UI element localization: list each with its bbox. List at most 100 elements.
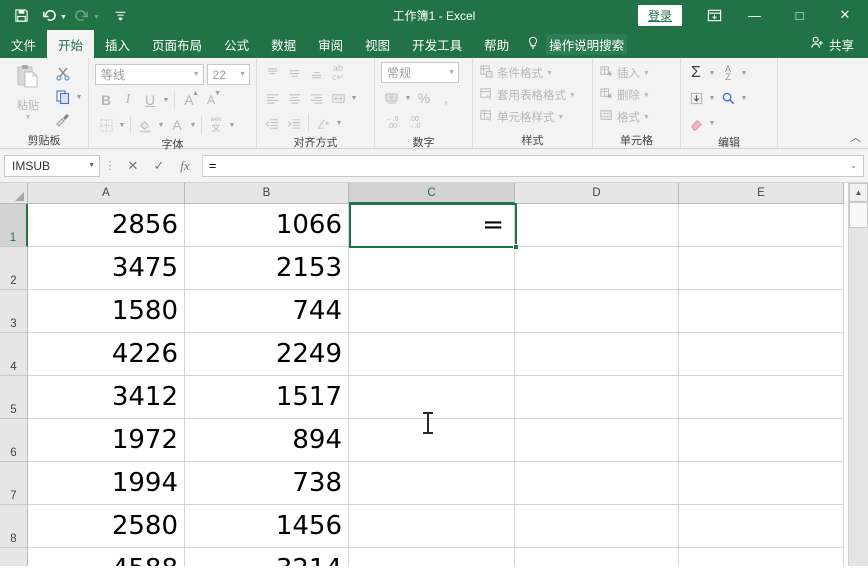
cell-c8[interactable] xyxy=(349,505,515,548)
format-cells-dropdown-icon[interactable]: ▼ xyxy=(643,113,650,121)
expand-formula-bar-icon[interactable]: ⌄ xyxy=(850,161,857,170)
cell-b7[interactable]: 738 xyxy=(185,462,349,505)
bold-button[interactable]: B xyxy=(100,92,112,108)
orientation-dropdown-icon[interactable]: ▼ xyxy=(335,119,343,127)
delete-cells-button[interactable]: 删除 ▼ xyxy=(597,84,676,106)
redo-icon[interactable] xyxy=(69,3,95,27)
sign-in-button[interactable]: 登录 xyxy=(637,4,682,26)
align-bottom-icon[interactable] xyxy=(305,62,327,84)
tell-me-placeholder[interactable]: 操作说明搜索 xyxy=(546,33,628,55)
merge-dropdown-icon[interactable]: ▼ xyxy=(350,94,358,102)
decrease-indent-icon[interactable] xyxy=(261,112,283,134)
tab-home[interactable]: 开始 xyxy=(47,30,95,58)
fill-handle[interactable] xyxy=(513,244,519,250)
align-middle-icon[interactable] xyxy=(283,62,305,84)
increase-decimal-icon[interactable]: ←.0 .00 xyxy=(381,112,403,134)
font-name-dropdown-icon[interactable]: ▼ xyxy=(192,71,200,78)
cell-b3[interactable]: 744 xyxy=(185,290,349,333)
tab-developer[interactable]: 开发工具 xyxy=(412,38,463,53)
format-cells-button[interactable]: 格式 ▼ xyxy=(597,106,676,128)
cell-d4[interactable] xyxy=(515,333,679,376)
cell-a8[interactable]: 2580 xyxy=(28,505,185,548)
cell-a2[interactable]: 3475 xyxy=(28,247,185,290)
select-all-corner[interactable] xyxy=(0,183,28,204)
insert-cells-button[interactable]: 插入 ▼ xyxy=(597,62,676,84)
cell-c1[interactable]: = xyxy=(349,204,515,247)
redo-button[interactable]: ▼ xyxy=(69,3,100,27)
save-icon[interactable] xyxy=(8,3,34,27)
tab-page-layout[interactable]: 页面布局 xyxy=(152,38,203,53)
font-color-button[interactable]: A xyxy=(172,117,182,133)
font-size-dropdown-icon[interactable]: ▼ xyxy=(239,71,246,78)
phonetic-dropdown-icon[interactable]: ▼ xyxy=(228,121,236,129)
phonetic-guide-button[interactable]: wén 文 xyxy=(205,114,227,136)
number-format-dropdown-icon[interactable]: ▼ xyxy=(448,69,455,76)
cell-a9[interactable]: 4588 xyxy=(28,548,185,566)
scrollbar-thumb[interactable] xyxy=(849,202,868,228)
scroll-up-button[interactable]: ▲ xyxy=(849,183,868,202)
accounting-format-icon[interactable] xyxy=(381,87,403,109)
cell-d7[interactable] xyxy=(515,462,679,505)
decrease-decimal-icon[interactable]: .00 →.0 xyxy=(403,112,425,134)
borders-dropdown-icon[interactable]: ▼ xyxy=(118,121,126,129)
cell-b5[interactable]: 1517 xyxy=(185,376,349,419)
cut-button[interactable] xyxy=(52,63,84,85)
cell-e2[interactable] xyxy=(679,247,844,290)
column-header-a[interactable]: A xyxy=(28,183,185,204)
autosum-button[interactable]: Σ xyxy=(691,64,701,81)
wrap-text-button[interactable]: ab c↵ xyxy=(327,62,349,84)
formula-input[interactable]: = ⌄ xyxy=(202,154,864,177)
column-header-e[interactable]: E xyxy=(679,183,844,204)
cell-d5[interactable] xyxy=(515,376,679,419)
vertical-scrollbar[interactable]: ▲ xyxy=(848,183,868,566)
cell-c9[interactable] xyxy=(349,548,515,566)
fill-color-dropdown-icon[interactable]: ▼ xyxy=(157,121,165,129)
cell-b6[interactable]: 894 xyxy=(185,419,349,462)
font-size-combo[interactable]: 22 ▼ xyxy=(206,64,250,85)
copy-button[interactable]: ▼ xyxy=(52,86,84,108)
tell-me-search[interactable]: 操作说明搜索 xyxy=(520,30,633,58)
orientation-icon[interactable] xyxy=(312,112,334,134)
insert-cells-dropdown-icon[interactable]: ▼ xyxy=(643,69,650,77)
column-header-c[interactable]: C xyxy=(349,183,515,204)
fill-color-icon[interactable] xyxy=(134,114,156,136)
cell-a6[interactable]: 1972 xyxy=(28,419,185,462)
conditional-formatting-dropdown-icon[interactable]: ▼ xyxy=(546,69,553,77)
autosum-dropdown-icon[interactable]: ▼ xyxy=(708,69,716,77)
row-header-1[interactable]: 1 xyxy=(0,204,28,247)
format-as-table-button[interactable]: 套用表格格式 ▼ xyxy=(477,84,588,106)
share-button[interactable]: 共享 xyxy=(804,30,868,58)
cell-b1[interactable]: 1066 xyxy=(185,204,349,247)
customize-qat-icon[interactable] xyxy=(108,3,134,27)
clear-dropdown-icon[interactable]: ▼ xyxy=(708,119,716,127)
maximize-button[interactable]: □ xyxy=(795,7,804,23)
cell-c2[interactable] xyxy=(349,247,515,290)
worksheet-grid[interactable]: A B C D E 1 2856 1066 = 2 3475 2153 3 15… xyxy=(0,183,848,566)
copy-dropdown-icon[interactable]: ▼ xyxy=(75,93,83,101)
cell-b4[interactable]: 2249 xyxy=(185,333,349,376)
name-box[interactable]: IMSUB ▼ xyxy=(4,154,100,177)
align-top-icon[interactable] xyxy=(261,62,283,84)
fill-dropdown-icon[interactable]: ▼ xyxy=(708,94,716,102)
row-header-3[interactable]: 3 xyxy=(0,290,28,333)
redo-dropdown-icon[interactable]: ▼ xyxy=(92,13,100,21)
tab-file[interactable]: 文件 xyxy=(11,38,37,53)
cell-e1[interactable] xyxy=(679,204,844,247)
align-right-icon[interactable] xyxy=(305,87,327,109)
cell-d6[interactable] xyxy=(515,419,679,462)
cell-styles-button[interactable]: 单元格样式 ▼ xyxy=(477,106,588,128)
collapse-ribbon-button[interactable]: ︿ xyxy=(850,132,861,144)
sort-filter-icon[interactable]: A Z xyxy=(717,62,739,84)
sort-filter-dropdown-icon[interactable]: ▼ xyxy=(740,69,748,77)
close-button[interactable]: ✕ xyxy=(839,7,851,22)
tab-help[interactable]: 帮助 xyxy=(484,38,510,53)
comma-style-button[interactable]: , xyxy=(444,90,448,106)
cell-b2[interactable]: 2153 xyxy=(185,247,349,290)
paste-dropdown-icon[interactable]: ▼ xyxy=(24,114,32,121)
cell-e9[interactable] xyxy=(679,548,844,566)
find-select-icon[interactable] xyxy=(717,87,739,109)
align-left-icon[interactable] xyxy=(261,87,283,109)
tab-review[interactable]: 审阅 xyxy=(318,38,344,53)
minimize-button[interactable]: — xyxy=(748,7,761,23)
find-select-dropdown-icon[interactable]: ▼ xyxy=(740,94,748,102)
